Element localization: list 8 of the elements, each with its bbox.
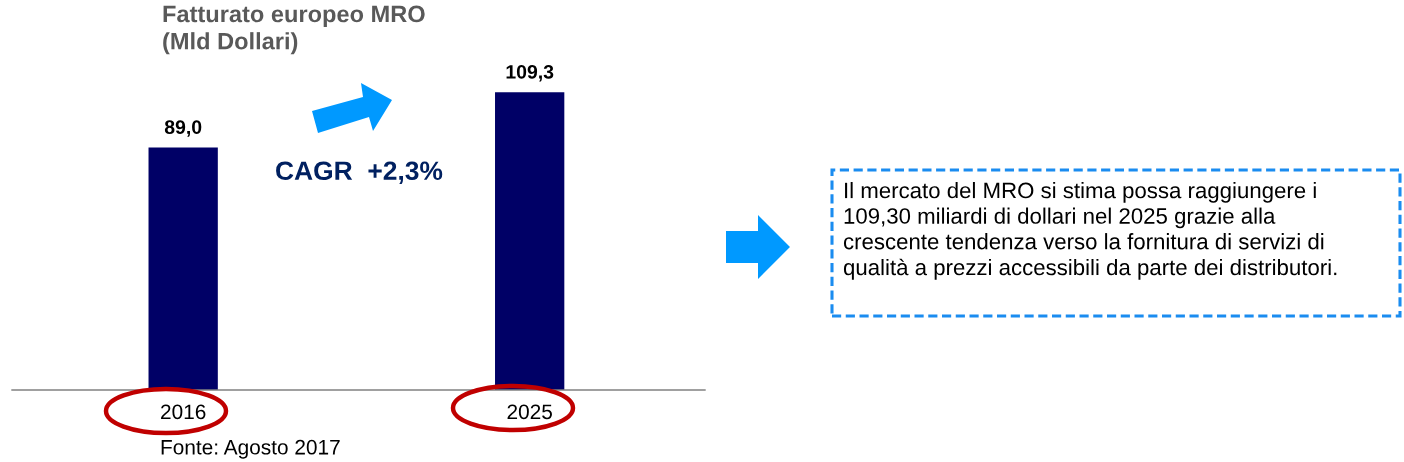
- x-tick-label: 2016: [161, 404, 206, 420]
- text: Il mercato del MRO si stima possa raggiungere i 109,30 miliardi di dollari nel 2025 grazie alla crescente tendenza verso la fornitura di servizi di qualità a prezzi accessibili da parte dei distributori.: [843, 182, 1337, 280]
- x-tick-label: 2025: [507, 404, 552, 420]
- data-label: 89,0: [164, 120, 202, 137]
- data-label: 109,3: [506, 64, 554, 82]
- annotation: CAGR +2,3%: [276, 161, 443, 184]
- source-note: Fonte: Agosto 2017: [161, 439, 340, 459]
- chart-title: Fatturato europeo MRO (Mld Dollari): [163, 5, 425, 55]
